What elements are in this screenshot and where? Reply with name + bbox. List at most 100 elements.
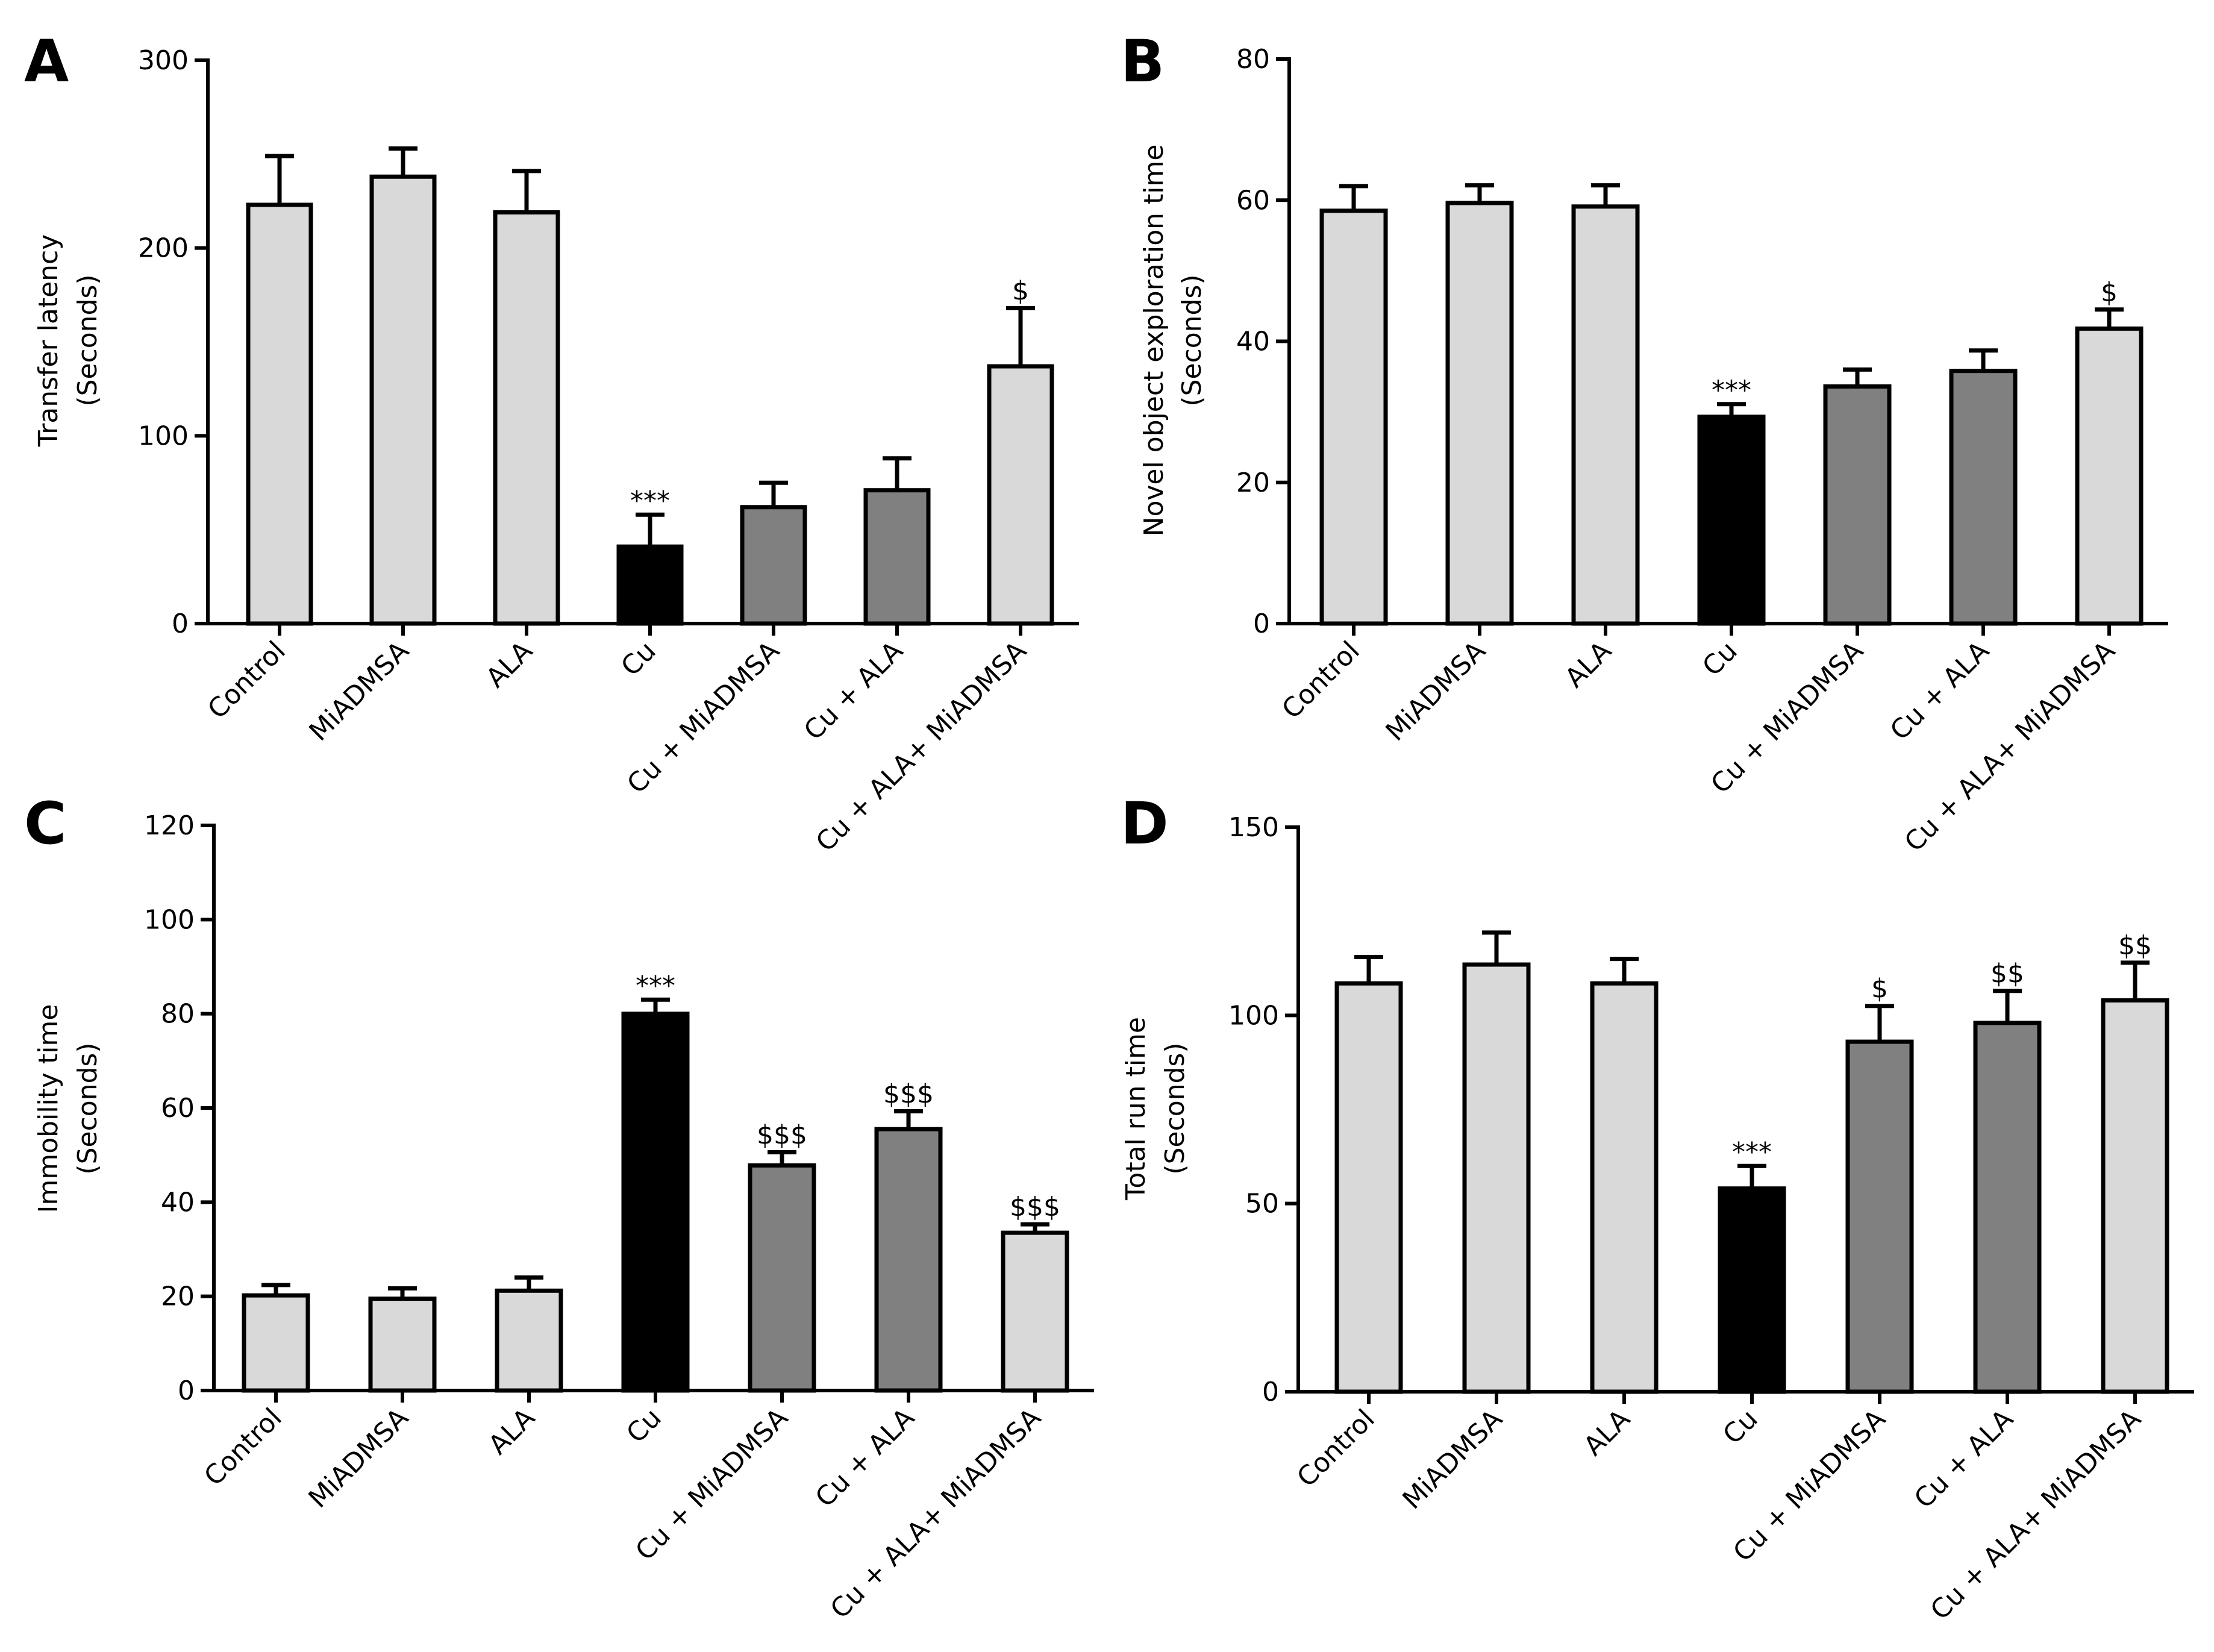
x-tick-label: ALA bbox=[483, 1403, 541, 1461]
x-tick-label: Cu + ALA+ MiADMSA bbox=[1925, 1404, 2147, 1626]
significance-label: *** bbox=[1732, 1137, 1772, 1168]
x-tick-label: Cu + ALA+ MiADMSA bbox=[825, 1403, 1047, 1625]
y-axis-unit-label: (Seconds) bbox=[1177, 274, 1207, 406]
bar bbox=[368, 1297, 437, 1393]
bar bbox=[740, 505, 807, 626]
y-tick-label: 80 bbox=[161, 999, 195, 1030]
y-tick-label: 40 bbox=[1236, 327, 1270, 357]
bar bbox=[1462, 962, 1531, 1394]
x-tick-label: Cu + ALA+ MiADMSA bbox=[1899, 636, 2121, 858]
x-tick-label: ALA bbox=[480, 636, 539, 694]
y-tick-label: 0 bbox=[178, 1375, 195, 1406]
y-axis-label: Transfer latency bbox=[33, 234, 64, 448]
x-tick-label: Cu bbox=[615, 636, 662, 683]
bar bbox=[621, 1012, 690, 1393]
y-axis-label: Total run time bbox=[1121, 1017, 1151, 1201]
significance-label: $ bbox=[1871, 974, 1888, 1004]
bar bbox=[1823, 384, 1892, 626]
x-tick-label: MiADMSA bbox=[1397, 1404, 1509, 1515]
y-axis-unit-label: (Seconds) bbox=[72, 274, 103, 406]
bar bbox=[874, 1127, 943, 1393]
significance-label: *** bbox=[630, 486, 670, 516]
y-axis-label: Immobility time bbox=[33, 1004, 64, 1213]
y-tick-label: 40 bbox=[161, 1187, 195, 1218]
x-tick-label: Control bbox=[1276, 636, 1366, 725]
bar bbox=[748, 1163, 816, 1393]
y-tick-label: 0 bbox=[172, 609, 189, 639]
bar bbox=[1334, 981, 1403, 1394]
bar bbox=[1445, 201, 1514, 626]
x-tick-label: Control bbox=[198, 1403, 288, 1492]
significance-label: $ bbox=[1012, 275, 1029, 306]
bar bbox=[987, 364, 1054, 626]
y-tick-label: 20 bbox=[161, 1281, 195, 1312]
x-tick-label: ALA bbox=[1578, 1404, 1636, 1462]
bar bbox=[1319, 208, 1388, 626]
significance-label: $$$ bbox=[883, 1078, 934, 1109]
x-tick-label: MiADMSA bbox=[303, 1403, 414, 1514]
x-tick-label: Cu + ALA+ MiADMSA bbox=[810, 636, 1033, 858]
x-tick-label: Cu + ALA bbox=[798, 636, 909, 746]
y-tick-label: 50 bbox=[1245, 1189, 1279, 1219]
panel-c: C 0 20 40 60 80 100 120 Immobility time (Seconds)… bbox=[24, 790, 1094, 1625]
x-tick-label: ALA bbox=[1559, 636, 1618, 694]
panel-a: A 0 100 200 300 Transfer latency (Seconds) Cont… bbox=[24, 28, 1079, 858]
y-axis-unit-label: (Seconds) bbox=[72, 1042, 103, 1174]
y-tick-label: 200 bbox=[138, 233, 189, 264]
bar bbox=[1001, 1230, 1069, 1393]
y-tick-label: 60 bbox=[161, 1093, 195, 1124]
panel-letter: A bbox=[24, 28, 69, 95]
x-tick-label: Cu bbox=[1696, 636, 1743, 683]
x-tick-label: Cu + ALA bbox=[1884, 636, 1995, 746]
panel-letter: C bbox=[24, 790, 66, 857]
bar bbox=[2075, 326, 2144, 626]
bar bbox=[1718, 1186, 1786, 1394]
bar bbox=[1973, 1021, 2042, 1394]
y-tick-label: 100 bbox=[138, 421, 189, 451]
panel-letter: B bbox=[1121, 28, 1165, 95]
y-tick-label: 150 bbox=[1228, 812, 1279, 843]
y-axis-label: Novel object exploration time bbox=[1139, 145, 1169, 537]
significance-label: *** bbox=[1712, 375, 1751, 406]
y-tick-label: 0 bbox=[1253, 609, 1270, 639]
x-tick-label: Cu + ALA bbox=[810, 1403, 921, 1513]
bar bbox=[369, 174, 437, 626]
x-tick-label: MiADMSA bbox=[304, 636, 415, 747]
y-tick-label: 80 bbox=[1236, 44, 1270, 75]
panel-b: B 0 20 40 60 80 Novel object exploration time (… bbox=[1121, 28, 2168, 858]
bar bbox=[1590, 981, 1659, 1394]
bar bbox=[495, 1288, 563, 1393]
panel-letter: D bbox=[1121, 790, 1169, 857]
y-axis-unit-label: (Seconds) bbox=[1160, 1042, 1190, 1174]
bar bbox=[616, 544, 684, 626]
bar bbox=[493, 210, 560, 626]
y-tick-label: 300 bbox=[138, 45, 189, 76]
significance-label: $ bbox=[2101, 277, 2118, 308]
y-tick-label: 20 bbox=[1236, 468, 1270, 498]
panel-d: D 0 50 100 150 Total run time (Seconds) Control… bbox=[1121, 790, 2194, 1626]
bar bbox=[242, 1293, 310, 1393]
x-tick-label: Control bbox=[1291, 1404, 1381, 1494]
y-tick-label: 120 bbox=[144, 810, 195, 841]
x-tick-label: Cu + ALA bbox=[1909, 1404, 2019, 1515]
bar bbox=[246, 202, 313, 626]
y-tick-label: 100 bbox=[144, 904, 195, 935]
bar bbox=[1949, 369, 2018, 626]
significance-label: *** bbox=[636, 971, 675, 1001]
bar bbox=[1571, 204, 1640, 626]
y-tick-label: 100 bbox=[1228, 1000, 1279, 1031]
significance-label: $$ bbox=[2118, 930, 2152, 961]
x-tick-label: Control bbox=[202, 636, 292, 725]
y-tick-label: 0 bbox=[1262, 1377, 1279, 1407]
significance-label: $$ bbox=[1990, 959, 2024, 989]
bar bbox=[1697, 415, 1766, 626]
bar bbox=[1845, 1039, 1914, 1394]
x-tick-label: MiADMSA bbox=[1380, 636, 1492, 747]
x-tick-label: Cu bbox=[621, 1403, 668, 1450]
x-tick-label: Cu bbox=[1717, 1404, 1764, 1451]
bar bbox=[863, 488, 931, 626]
significance-label: $$$ bbox=[757, 1119, 807, 1150]
y-tick-label: 60 bbox=[1236, 185, 1270, 216]
bar bbox=[2101, 998, 2169, 1394]
